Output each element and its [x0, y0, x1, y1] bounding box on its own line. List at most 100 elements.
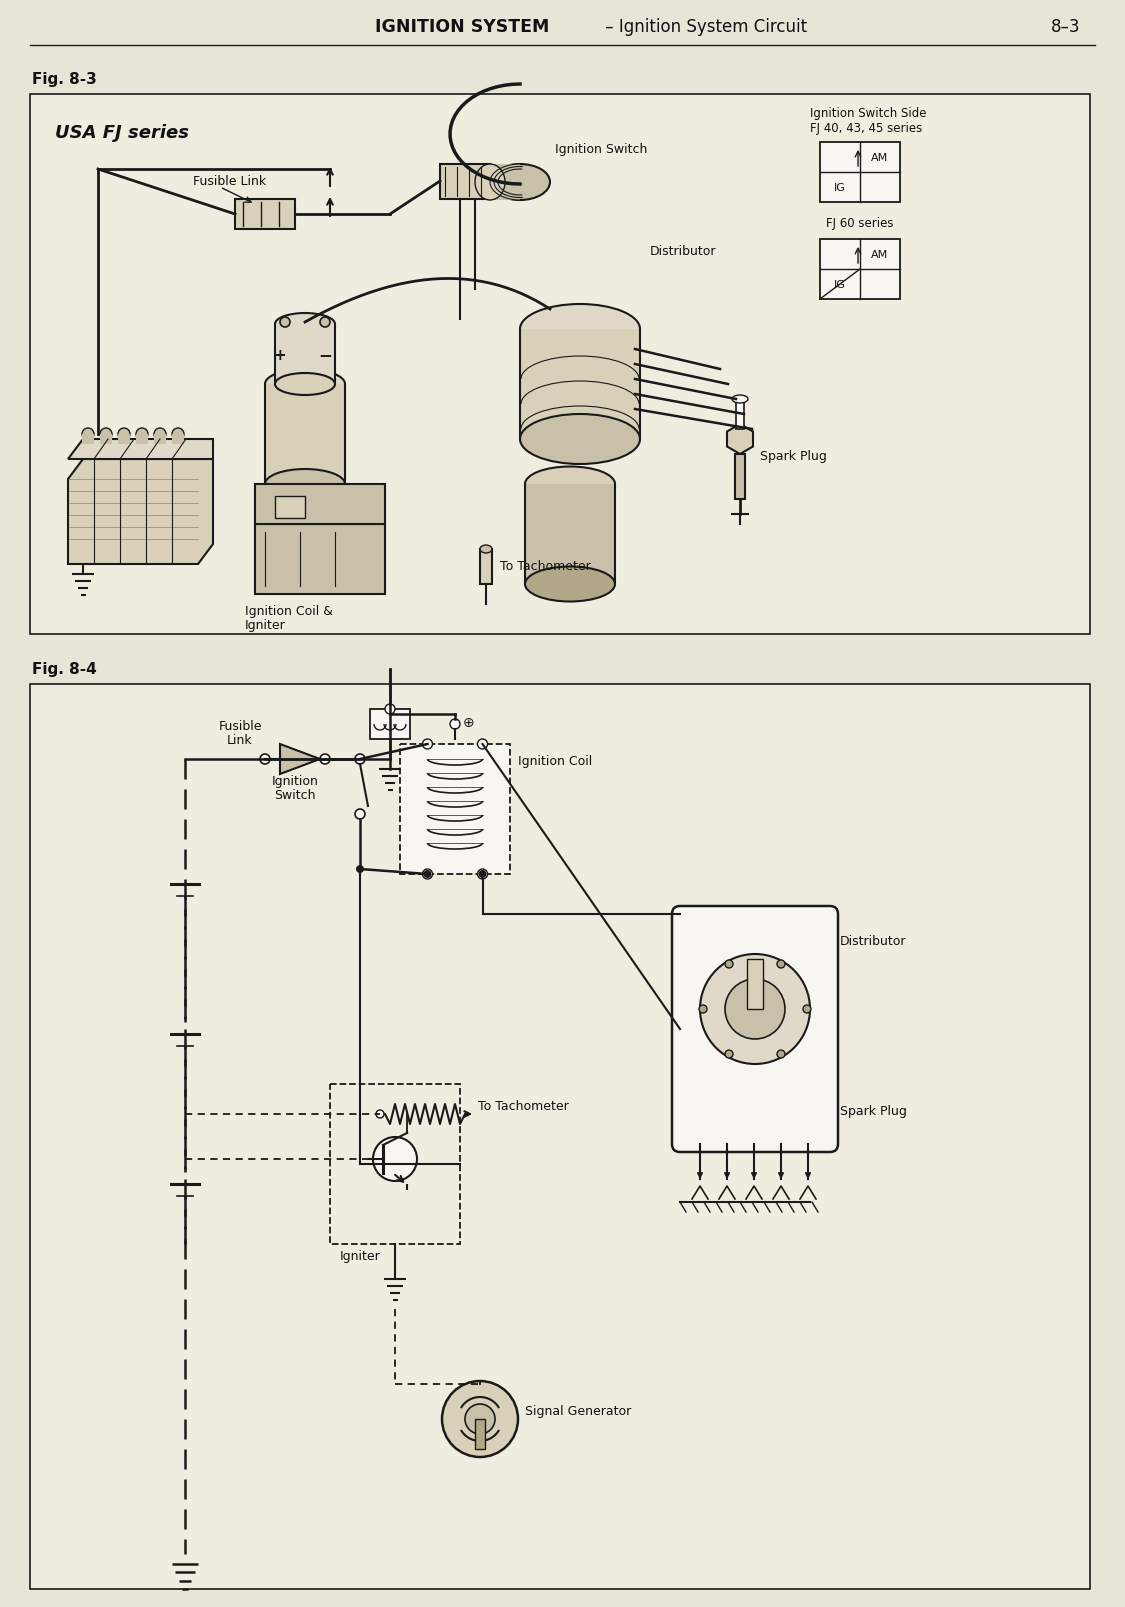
Bar	[154, 435, 166, 445]
Bar	[490, 166, 520, 201]
Text: Fusible: Fusible	[218, 720, 262, 733]
Ellipse shape	[475, 166, 505, 201]
Text: AM: AM	[872, 153, 889, 162]
Text: Signal Generator: Signal Generator	[525, 1405, 631, 1417]
Circle shape	[356, 755, 364, 765]
Circle shape	[423, 869, 432, 879]
Bar	[30, 685, 1090, 1589]
Text: Switch: Switch	[274, 789, 316, 802]
Ellipse shape	[525, 468, 615, 501]
Bar	[330, 1085, 460, 1244]
Text: Ignition: Ignition	[271, 775, 318, 787]
Text: Ignition Coil &: Ignition Coil &	[245, 604, 333, 617]
Text: Distributor: Distributor	[840, 934, 907, 948]
Bar	[100, 435, 113, 445]
Circle shape	[172, 429, 184, 440]
Circle shape	[118, 429, 130, 440]
Text: To Tachometer: To Tachometer	[478, 1099, 569, 1112]
Text: Spark Plug: Spark Plug	[760, 450, 827, 463]
Circle shape	[803, 1006, 811, 1014]
Text: Igniter: Igniter	[245, 619, 286, 632]
Bar	[747, 959, 763, 1009]
Text: Ignition Coil: Ignition Coil	[518, 755, 592, 768]
Polygon shape	[727, 424, 753, 455]
Text: −: −	[318, 346, 332, 363]
Bar	[172, 435, 184, 445]
Circle shape	[724, 1051, 734, 1059]
Bar	[136, 435, 148, 445]
Circle shape	[82, 429, 95, 440]
Text: AM: AM	[872, 249, 889, 260]
Text: Fig. 8-4: Fig. 8-4	[32, 662, 97, 677]
Text: Ignition Switch: Ignition Switch	[555, 143, 647, 156]
Ellipse shape	[266, 469, 345, 500]
Text: 8–3: 8–3	[1051, 18, 1080, 35]
Circle shape	[724, 979, 785, 1040]
Text: ⊕: ⊕	[464, 715, 475, 730]
Ellipse shape	[480, 546, 492, 554]
Bar	[820, 143, 900, 202]
Bar	[266, 384, 345, 485]
Polygon shape	[68, 440, 213, 460]
Circle shape	[777, 1051, 785, 1059]
Bar	[440, 166, 490, 199]
Text: FJ 60 series: FJ 60 series	[826, 217, 893, 230]
Bar	[736, 400, 744, 429]
Circle shape	[356, 810, 364, 820]
Polygon shape	[68, 460, 213, 564]
Bar	[274, 325, 335, 384]
Ellipse shape	[520, 305, 640, 355]
Circle shape	[442, 1380, 518, 1458]
Circle shape	[154, 429, 166, 440]
Text: Fig. 8-3: Fig. 8-3	[32, 72, 97, 87]
Text: Distributor: Distributor	[650, 244, 717, 257]
Circle shape	[477, 739, 487, 749]
Circle shape	[700, 955, 810, 1064]
Ellipse shape	[732, 395, 748, 403]
Bar	[400, 744, 510, 874]
Bar	[475, 1419, 485, 1450]
Bar	[520, 329, 640, 440]
Circle shape	[319, 318, 330, 328]
Ellipse shape	[274, 313, 335, 336]
Bar	[255, 524, 385, 595]
Text: Link: Link	[227, 733, 253, 747]
Text: Igniter: Igniter	[340, 1249, 380, 1261]
Circle shape	[724, 961, 734, 969]
Circle shape	[356, 866, 364, 874]
Text: IG: IG	[834, 183, 846, 193]
Circle shape	[100, 429, 113, 440]
Bar	[480, 550, 492, 585]
Circle shape	[423, 739, 432, 749]
Text: Spark Plug: Spark Plug	[840, 1104, 907, 1117]
Ellipse shape	[266, 370, 345, 400]
Bar	[525, 485, 615, 585]
Circle shape	[376, 1110, 384, 1118]
Circle shape	[777, 961, 785, 969]
Text: To Tachometer: To Tachometer	[500, 559, 591, 572]
Circle shape	[260, 755, 270, 765]
Circle shape	[385, 704, 395, 715]
Circle shape	[374, 1138, 417, 1181]
Bar	[255, 485, 385, 524]
Ellipse shape	[520, 415, 640, 464]
Circle shape	[136, 429, 148, 440]
Bar	[235, 199, 295, 230]
Circle shape	[699, 1006, 706, 1014]
Text: Fusible Link: Fusible Link	[193, 175, 267, 188]
FancyBboxPatch shape	[672, 906, 838, 1152]
Circle shape	[319, 755, 330, 765]
Bar	[820, 239, 900, 301]
Text: FJ 40, 43, 45 series: FJ 40, 43, 45 series	[810, 122, 922, 135]
Bar	[370, 710, 410, 739]
Circle shape	[478, 871, 486, 879]
Circle shape	[280, 318, 290, 328]
Bar	[82, 435, 95, 445]
Text: IG: IG	[834, 280, 846, 289]
Ellipse shape	[490, 166, 550, 201]
Circle shape	[450, 720, 460, 730]
Circle shape	[477, 869, 487, 879]
Bar	[118, 435, 130, 445]
Bar	[735, 455, 745, 500]
Polygon shape	[280, 744, 320, 775]
